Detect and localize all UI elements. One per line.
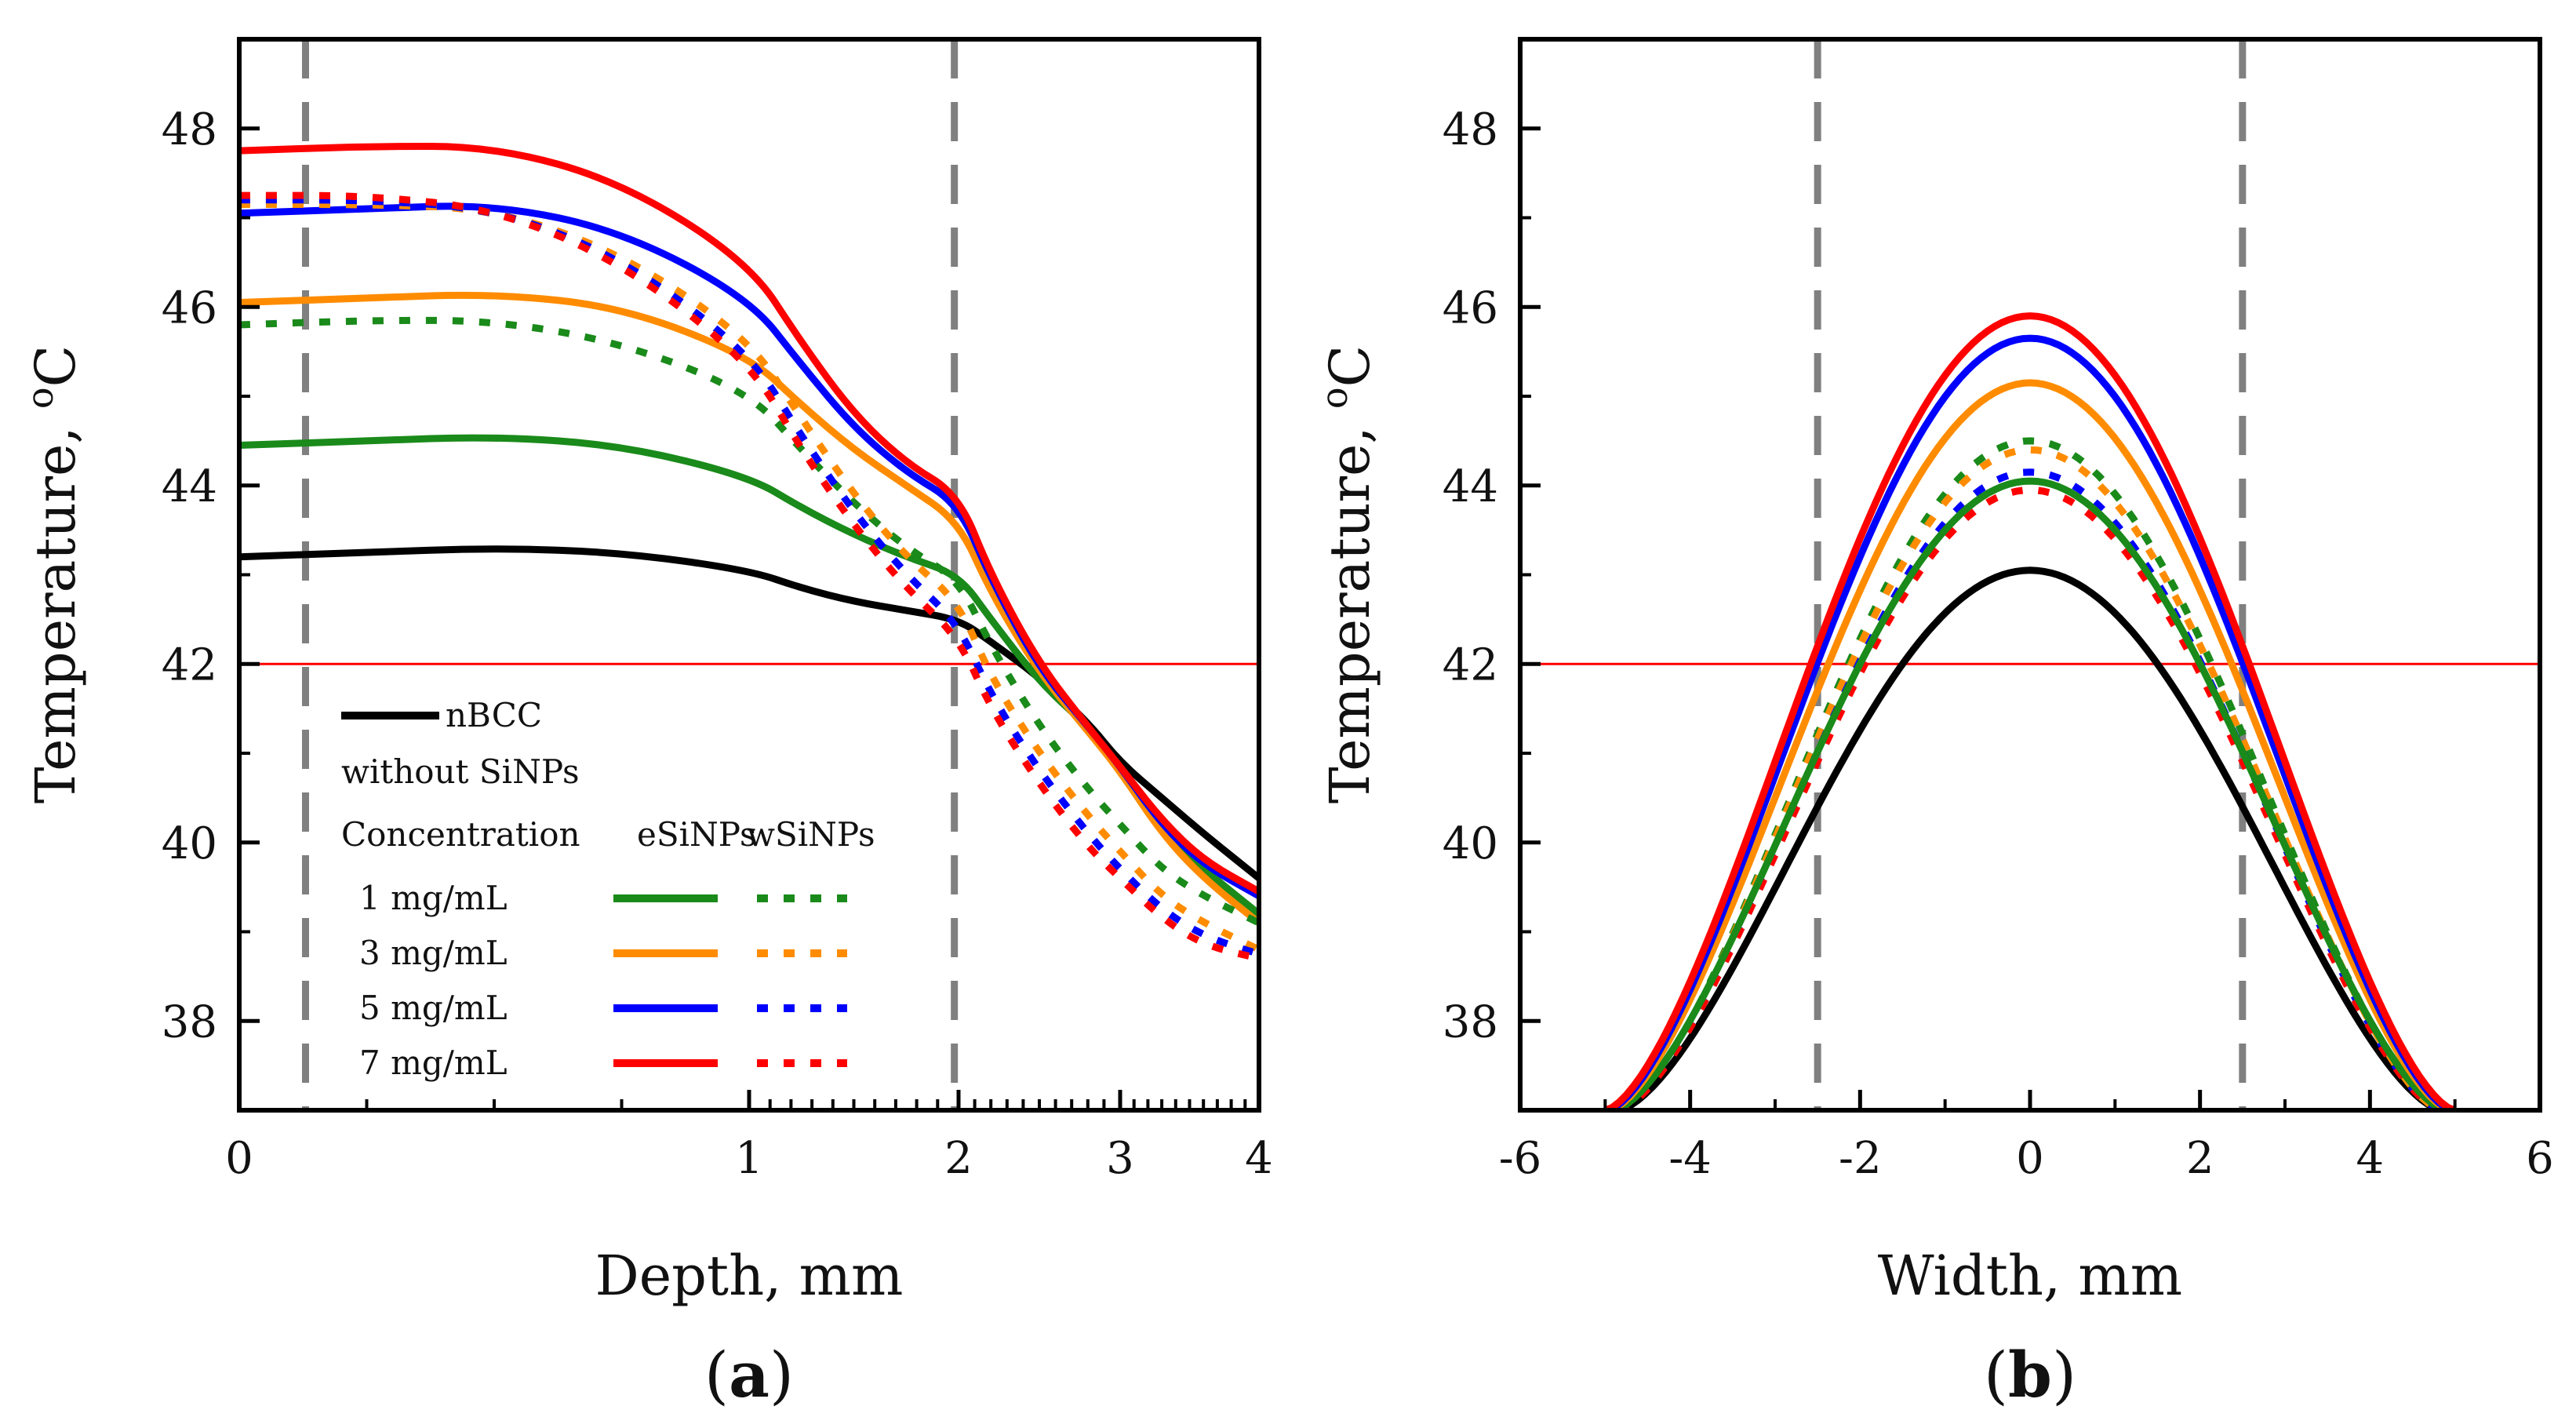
panel-b-x-tick-label: 0: [2016, 1133, 2044, 1184]
panel-b-y-tick-label: 46: [1443, 282, 1498, 333]
panel-b-series-line: [1617, 437, 2443, 1110]
legend-row-label: 5 mg/mL: [359, 989, 508, 1027]
panel-a-y-tick-label: 44: [162, 461, 217, 512]
legend-subtitle: without SiNPs: [341, 752, 580, 791]
panel-a-y-axis-title: Temperature, oC: [19, 345, 88, 803]
panel-b-y-tick-label: 38: [1443, 996, 1498, 1047]
legend-header-concentration: Concentration: [341, 815, 580, 854]
panel-a-x-tick-label: 4: [1245, 1133, 1273, 1184]
legend-row-label: 7 mg/mL: [359, 1044, 508, 1082]
panel-a-y-tick-label: 42: [162, 639, 217, 690]
panel-b-y-tick-label: 48: [1443, 104, 1498, 155]
panel-a-ticks: 38 40 42 44 46 48 0 1 2 3 4: [162, 38, 1273, 1184]
panel-b-x-axis-title: Width, mm: [1878, 1244, 2182, 1308]
panel-a-x-tick-label: 3: [1106, 1133, 1134, 1184]
panel-a-x-tick-label: 1: [735, 1133, 763, 1184]
panel-a-series-line: [239, 316, 1259, 927]
panel-a-series-line: [239, 143, 1259, 895]
panel-b-series-line: [1603, 312, 2457, 1110]
panel-b-y-tick-label: 42: [1443, 639, 1498, 690]
panel-b-y-tick-label: 44: [1443, 461, 1498, 512]
panel-a-x-tick-label: 0: [225, 1133, 253, 1184]
legend-header-esinps: eSiNPs: [637, 815, 757, 854]
panel-a-y-tick-label: 46: [162, 282, 217, 333]
panel-b-series-line: [1617, 468, 2443, 1110]
panel-b-series-line: [1606, 334, 2454, 1110]
panel-b-x-tick-label: 6: [2526, 1133, 2554, 1184]
panel-b-series-line: [1617, 566, 2443, 1110]
panel-b-x-tick-label: -6: [1499, 1133, 1542, 1184]
panel-b-x-tick-label: -2: [1839, 1133, 1882, 1184]
panel-a-y-tick-label: 40: [162, 818, 217, 869]
panel-b-frame: [1518, 37, 2542, 1113]
panel-a-y-tick-label: 38: [162, 996, 217, 1047]
legend-nbcc-label: nBCC: [446, 696, 542, 734]
panel-b-series-line: [1608, 379, 2452, 1110]
legend-row-label: 1 mg/mL: [359, 879, 508, 917]
panel-b-series: [1603, 312, 2457, 1110]
panel-b-series-line: [1617, 486, 2443, 1110]
panel-b-x-tick-label: -4: [1668, 1133, 1712, 1184]
panel-a-series: [239, 143, 1259, 963]
panel-b-series-line: [1617, 446, 2443, 1110]
panel-a-x-axis-title: Depth, mm: [595, 1244, 904, 1308]
panel-a-series-line: [239, 200, 1259, 953]
panel-a-x-tick-label: 2: [944, 1133, 973, 1184]
panel-a-chart: 38 40 42 44 46 48 0 1 2 3 4 nBCC without SiNPs Conce…: [19, 37, 1273, 1412]
panel-a-label: (a): [704, 1338, 794, 1412]
panel-a-legend: nBCC without SiNPs Concentration eSiNPswSiN…: [341, 696, 875, 1082]
panel-b-x-tick-label: 4: [2356, 1133, 2385, 1184]
panel-b-y-tick-label: 40: [1443, 818, 1498, 869]
panel-b-y-axis-title: Temperature, oC: [1313, 345, 1382, 803]
legend-header-wsinps: wSiNPs: [747, 815, 875, 854]
panel-b-series-line: [1612, 477, 2448, 1110]
legend-row-label: 3 mg/mL: [359, 934, 508, 972]
panel-a-y-tick-label: 48: [162, 104, 217, 155]
panel-b-guides: [1520, 39, 2540, 1110]
panel-b-x-tick-label: 2: [2186, 1133, 2214, 1184]
panel-b-label: (b): [1984, 1338, 2076, 1412]
